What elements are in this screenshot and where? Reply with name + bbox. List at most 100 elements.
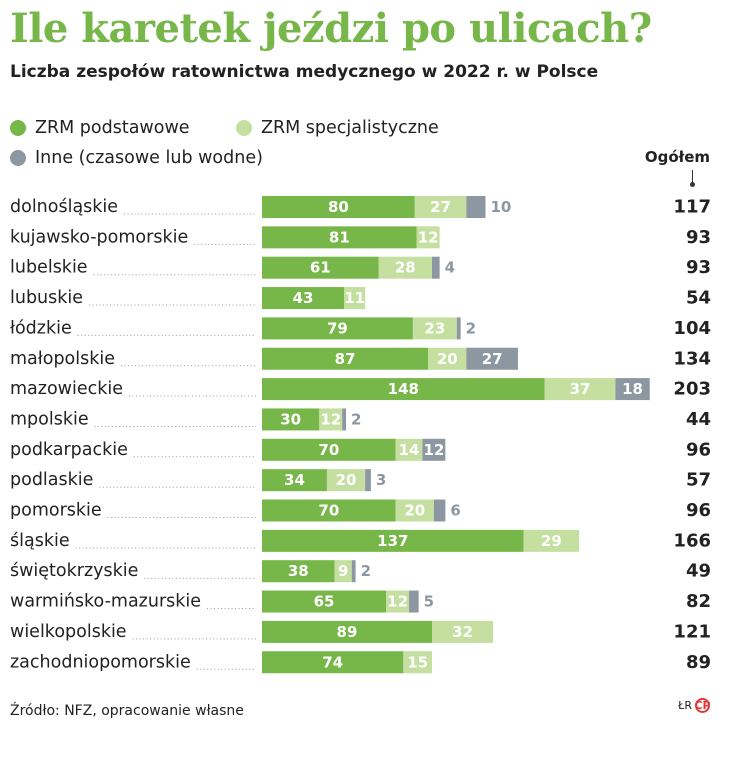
category-label-mazowieckie: mazowieckie xyxy=(10,379,123,399)
value-label-mazowieckie-1: 37 xyxy=(570,380,591,398)
bar-segment-lubelskie-1 xyxy=(378,256,432,279)
bar-segment-świętokrzyskie-2 xyxy=(351,560,356,583)
value-label-podkarpackie-0: 70 xyxy=(318,441,339,459)
value-label-świętokrzyskie-2: 2 xyxy=(361,562,371,580)
source-note: Źródło: NFZ, opracowanie własne xyxy=(10,703,244,719)
category-label-małopolskie: małopolskie xyxy=(10,349,115,369)
total-value-zachodniopomorskie: 89 xyxy=(686,652,711,673)
value-label-małopolskie-0: 87 xyxy=(335,350,356,368)
bar-segment-podlaskie-1 xyxy=(326,469,366,492)
bar-segment-mpolskie-0 xyxy=(262,408,320,431)
value-label-podlaskie-2: 3 xyxy=(376,471,386,489)
bar-segment-dolnośląskie-0 xyxy=(262,196,415,218)
legend-swatch-other xyxy=(10,150,26,166)
bar-segment-pomorskie-2 xyxy=(433,499,446,522)
value-label-małopolskie-1: 20 xyxy=(437,350,458,368)
bar-segment-warmińsko-mazurskie-2 xyxy=(409,590,419,613)
bar-segment-warmińsko-mazurskie-1 xyxy=(386,590,410,613)
category-label-podlaskie: podlaskie xyxy=(10,470,93,490)
bar-segment-warmińsko-mazurskie-0 xyxy=(262,590,387,613)
category-label-świętokrzyskie: świętokrzyskie xyxy=(10,561,138,581)
chart-title: Ile karetek jeździ po ulicach? xyxy=(10,5,652,52)
category-label-kujawsko-pomorskie: kujawsko-pomorskie xyxy=(10,227,188,247)
total-value-kujawsko-pomorskie: 93 xyxy=(686,227,711,248)
bar-segment-łódzkie-0 xyxy=(262,317,413,340)
value-label-mpolskie-0: 30 xyxy=(280,410,301,428)
category-label-wielkopolskie: wielkopolskie xyxy=(10,622,127,642)
bar-segment-wielkopolskie-0 xyxy=(262,620,432,643)
value-label-dolnośląskie-1: 27 xyxy=(430,198,451,216)
total-value-lubuskie: 54 xyxy=(686,288,711,309)
value-label-wielkopolskie-0: 89 xyxy=(337,623,358,641)
total-column-marker xyxy=(692,170,693,184)
total-value-pomorskie: 96 xyxy=(686,500,711,521)
total-column-marker-dot xyxy=(690,182,695,187)
value-label-mazowieckie-0: 148 xyxy=(388,380,419,398)
value-label-dolnośląskie-2: 10 xyxy=(490,198,511,216)
value-label-łódzkie-0: 79 xyxy=(327,319,348,337)
total-value-małopolskie: 134 xyxy=(673,348,711,369)
bar-segment-lubuskie-0 xyxy=(262,287,345,310)
legend-item-basic: ZRM podstawowe xyxy=(10,118,190,138)
total-value-śląskie: 166 xyxy=(673,530,711,551)
legend-item-specialist: ZRM specjalistyczne xyxy=(236,118,439,138)
legend-swatch-specialist xyxy=(236,120,252,136)
value-label-małopolskie-2: 27 xyxy=(482,350,503,368)
category-label-pomorskie: pomorskie xyxy=(10,501,102,521)
legend-label-specialist: ZRM specjalistyczne xyxy=(261,118,439,138)
bar-segment-podlaskie-0 xyxy=(262,469,327,492)
value-label-pomorskie-0: 70 xyxy=(318,502,339,520)
value-label-mpolskie-2: 2 xyxy=(351,410,361,428)
value-label-podlaskie-1: 20 xyxy=(336,471,357,489)
value-label-warmińsko-mazurskie-0: 65 xyxy=(314,593,335,611)
value-label-pomorskie-1: 20 xyxy=(404,502,425,520)
value-label-śląskie-1: 29 xyxy=(541,532,562,550)
value-label-podkarpackie-2: 12 xyxy=(423,441,444,459)
legend-label-other: Inne (czasowe lub wodne) xyxy=(35,148,263,168)
bar-segment-śląskie-1 xyxy=(523,529,580,552)
value-label-kujawsko-pomorskie-1: 12 xyxy=(418,228,439,246)
total-value-wielkopolskie: 121 xyxy=(673,621,711,642)
bar-segment-mazowieckie-2 xyxy=(615,378,650,401)
category-label-warmińsko-mazurskie: warmińsko-mazurskie xyxy=(10,592,201,612)
value-label-podlaskie-0: 34 xyxy=(284,471,305,489)
bar-segment-łódzkie-2 xyxy=(456,317,461,340)
bar-segment-lubuskie-1 xyxy=(344,287,366,310)
value-label-warmińsko-mazurskie-2: 5 xyxy=(424,593,434,611)
bar-segment-podkarpackie-2 xyxy=(422,438,446,461)
value-label-dolnośląskie-0: 80 xyxy=(328,198,349,216)
value-label-śląskie-0: 137 xyxy=(377,532,408,550)
total-value-mazowieckie: 203 xyxy=(673,379,711,400)
category-label-śląskie: śląskie xyxy=(10,531,70,551)
bar-segment-mpolskie-1 xyxy=(319,408,343,431)
value-label-łódzkie-1: 23 xyxy=(424,319,445,337)
total-value-mpolskie: 44 xyxy=(686,409,711,430)
value-label-łódzkie-2: 2 xyxy=(466,319,476,337)
bar-segment-małopolskie-1 xyxy=(428,347,467,370)
value-label-lubelskie-0: 61 xyxy=(310,259,331,277)
category-label-lubelskie: lubelskie xyxy=(10,258,88,278)
category-label-lubuskie: lubuskie xyxy=(10,288,83,308)
bar-segment-kujawsko-pomorskie-0 xyxy=(262,226,417,249)
total-value-lubelskie: 93 xyxy=(686,257,711,278)
bar-segment-wielkopolskie-1 xyxy=(431,620,494,643)
bar-segment-lubelskie-0 xyxy=(262,256,379,279)
value-label-świętokrzyskie-0: 38 xyxy=(288,562,309,580)
bar-segment-małopolskie-2 xyxy=(466,347,518,370)
bar-segment-łódzkie-1 xyxy=(412,317,457,340)
total-column-header: Ogółem xyxy=(644,148,710,166)
category-label-podkarpackie: podkarpackie xyxy=(10,440,128,460)
total-value-świętokrzyskie: 49 xyxy=(686,561,711,582)
total-value-podkarpackie: 96 xyxy=(686,439,711,460)
legend-swatch-basic xyxy=(10,120,26,136)
bar-segment-śląskie-0 xyxy=(262,529,524,552)
bar-segment-zachodniopomorskie-0 xyxy=(262,651,404,674)
value-label-lubuskie-1: 11 xyxy=(344,289,365,307)
bar-segment-dolnośląskie-2 xyxy=(466,196,486,218)
bar-segment-podkarpackie-0 xyxy=(262,438,396,461)
value-label-lubelskie-1: 28 xyxy=(395,259,416,277)
bar-segment-kujawsko-pomorskie-1 xyxy=(416,226,440,249)
bar-segment-pomorskie-0 xyxy=(262,499,396,522)
bar-segment-mpolskie-2 xyxy=(342,408,347,431)
